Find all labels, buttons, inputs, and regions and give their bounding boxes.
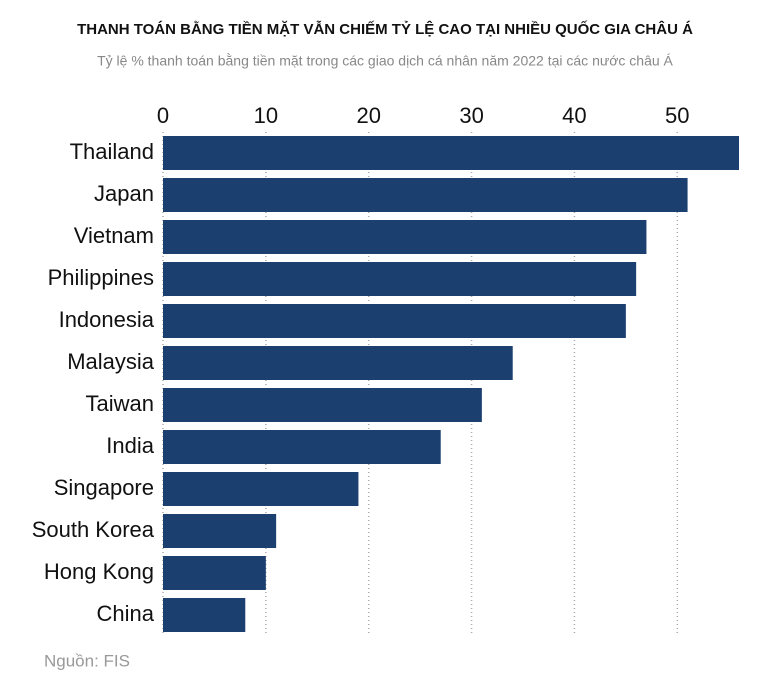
bar [163,598,246,632]
y-tick-label: Japan [94,181,154,206]
bar [163,220,647,254]
y-tick-label: India [106,433,154,458]
bar [163,262,637,296]
y-tick-label: Thailand [70,139,154,164]
y-tick-label: Taiwan [86,391,154,416]
bar [163,472,359,506]
x-tick-label: 30 [459,103,483,128]
bar [163,178,688,212]
chart-title: THANH TOÁN BẰNG TIỀN MẶT VẪN CHIẾM TỶ LỆ… [77,20,693,38]
y-tick-label: China [97,601,155,626]
bar [163,388,482,422]
x-tick-label: 50 [665,103,689,128]
y-tick-label: Vietnam [74,223,154,248]
bar [163,430,441,464]
chart-subtitle: Tỷ lệ % thanh toán bằng tiền mặt trong c… [97,53,673,69]
y-tick-label: Singapore [54,475,154,500]
source: Nguồn: FIS [44,651,130,670]
bar [163,136,739,170]
bar [163,304,626,338]
y-tick-label: Philippines [48,265,154,290]
x-tick-label: 0 [157,103,169,128]
y-tick-label: South Korea [32,517,155,542]
x-tick-label: 40 [562,103,586,128]
x-tick-label: 20 [356,103,380,128]
x-tick-label: 10 [254,103,278,128]
bar [163,346,513,380]
y-tick-label: Malaysia [67,349,155,374]
y-tick-label: Hong Kong [44,559,154,584]
bar [163,514,277,548]
bar [163,556,266,590]
y-tick-label: Indonesia [59,307,155,332]
